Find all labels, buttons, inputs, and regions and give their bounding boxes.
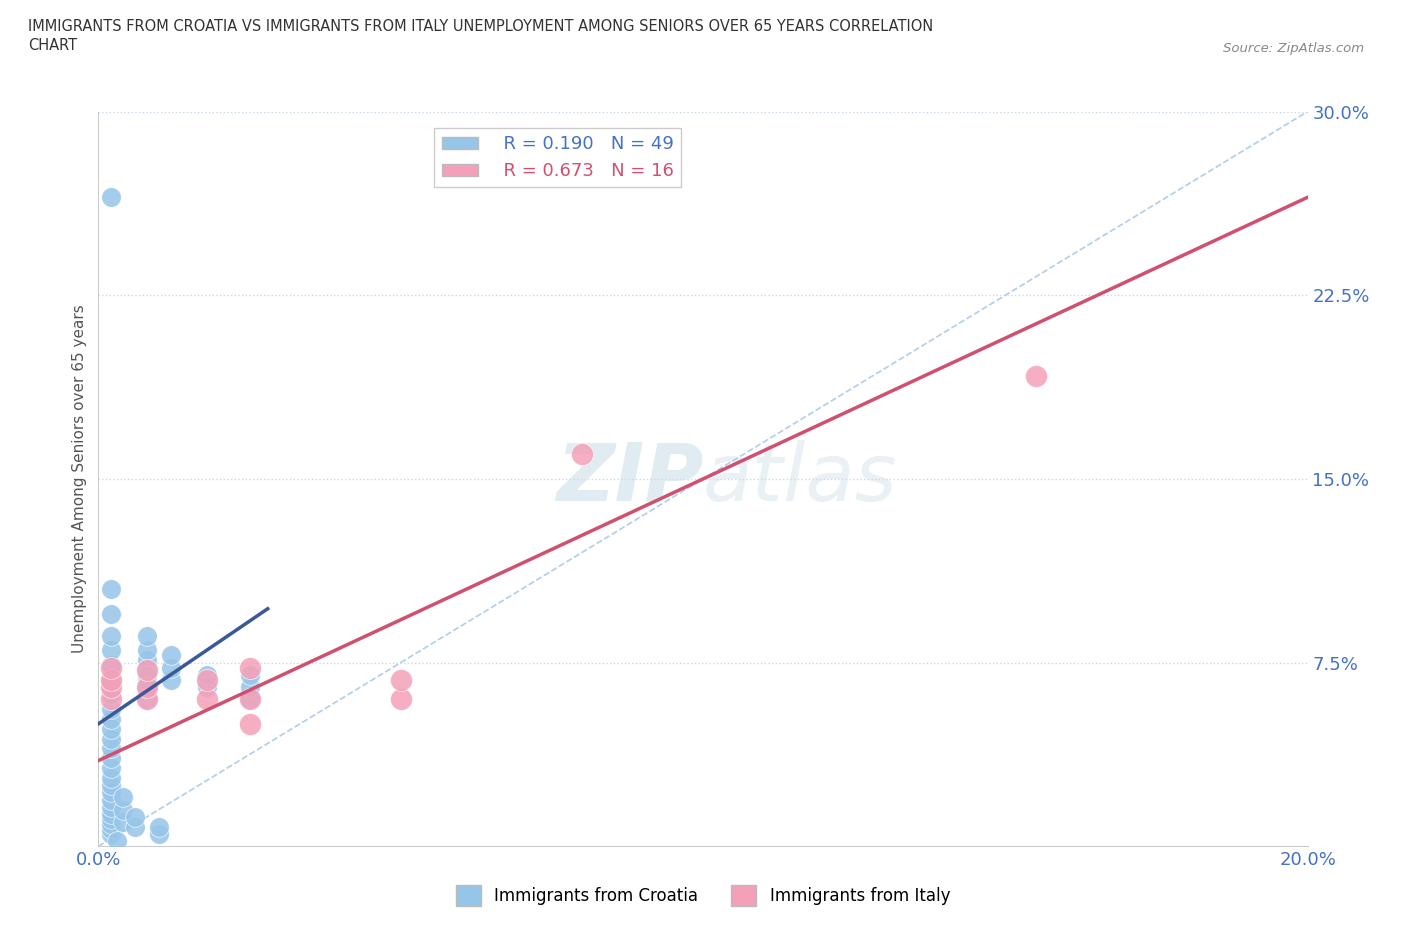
Point xyxy=(100,785,122,800)
Point xyxy=(239,680,262,695)
Point xyxy=(124,809,146,824)
Legend:   R = 0.190   N = 49,   R = 0.673   N = 16: R = 0.190 N = 49, R = 0.673 N = 16 xyxy=(434,128,682,188)
Point xyxy=(100,190,122,205)
Point xyxy=(135,692,157,707)
Text: ZIP: ZIP xyxy=(555,440,703,518)
Point xyxy=(100,658,122,672)
Y-axis label: Unemployment Among Seniors over 65 years: Unemployment Among Seniors over 65 years xyxy=(72,305,87,653)
Point xyxy=(135,692,157,707)
Point xyxy=(195,668,218,683)
Point xyxy=(135,643,157,658)
Point xyxy=(239,668,262,683)
Point xyxy=(135,672,157,687)
Point xyxy=(135,662,157,677)
Point xyxy=(100,672,122,687)
Point xyxy=(100,702,122,717)
Point xyxy=(389,692,412,707)
Point xyxy=(195,680,218,695)
Point xyxy=(100,827,122,842)
Point xyxy=(100,680,122,695)
Point xyxy=(195,672,218,687)
Point xyxy=(160,648,183,663)
Point xyxy=(100,812,122,827)
Point xyxy=(100,660,122,675)
Point xyxy=(239,692,262,707)
Point xyxy=(100,582,122,597)
Text: atlas: atlas xyxy=(703,440,898,518)
Point xyxy=(135,629,157,644)
Point xyxy=(239,692,262,707)
Point xyxy=(195,692,218,707)
Legend: Immigrants from Croatia, Immigrants from Italy: Immigrants from Croatia, Immigrants from… xyxy=(449,879,957,912)
Point xyxy=(111,815,134,830)
Point xyxy=(135,662,157,677)
Text: IMMIGRANTS FROM CROATIA VS IMMIGRANTS FROM ITALY UNEMPLOYMENT AMONG SENIORS OVER: IMMIGRANTS FROM CROATIA VS IMMIGRANTS FR… xyxy=(28,19,934,53)
Point xyxy=(100,770,122,785)
Point xyxy=(389,672,412,687)
Point xyxy=(100,731,122,746)
Point xyxy=(1024,368,1046,383)
Point xyxy=(571,447,593,462)
Point xyxy=(100,807,122,822)
Point xyxy=(160,660,183,675)
Point xyxy=(100,643,122,658)
Point xyxy=(135,680,157,695)
Point xyxy=(100,761,122,776)
Point xyxy=(148,819,170,834)
Point xyxy=(100,711,122,726)
Point xyxy=(100,687,122,702)
Text: Source: ZipAtlas.com: Source: ZipAtlas.com xyxy=(1223,42,1364,55)
Point xyxy=(160,672,183,687)
Point xyxy=(239,660,262,675)
Point xyxy=(105,834,128,849)
Point xyxy=(135,680,157,695)
Point xyxy=(239,716,262,731)
Point xyxy=(100,777,122,792)
Point xyxy=(100,722,122,737)
Point xyxy=(135,668,157,683)
Point xyxy=(111,802,134,817)
Point xyxy=(100,629,122,644)
Point xyxy=(100,672,122,687)
Point xyxy=(100,751,122,765)
Point xyxy=(100,606,122,621)
Point xyxy=(124,819,146,834)
Point xyxy=(100,741,122,756)
Point xyxy=(100,822,122,837)
Point xyxy=(100,692,122,707)
Point xyxy=(100,800,122,815)
Point xyxy=(100,792,122,807)
Point xyxy=(135,653,157,668)
Point xyxy=(111,790,134,804)
Point xyxy=(100,817,122,831)
Point xyxy=(148,827,170,842)
